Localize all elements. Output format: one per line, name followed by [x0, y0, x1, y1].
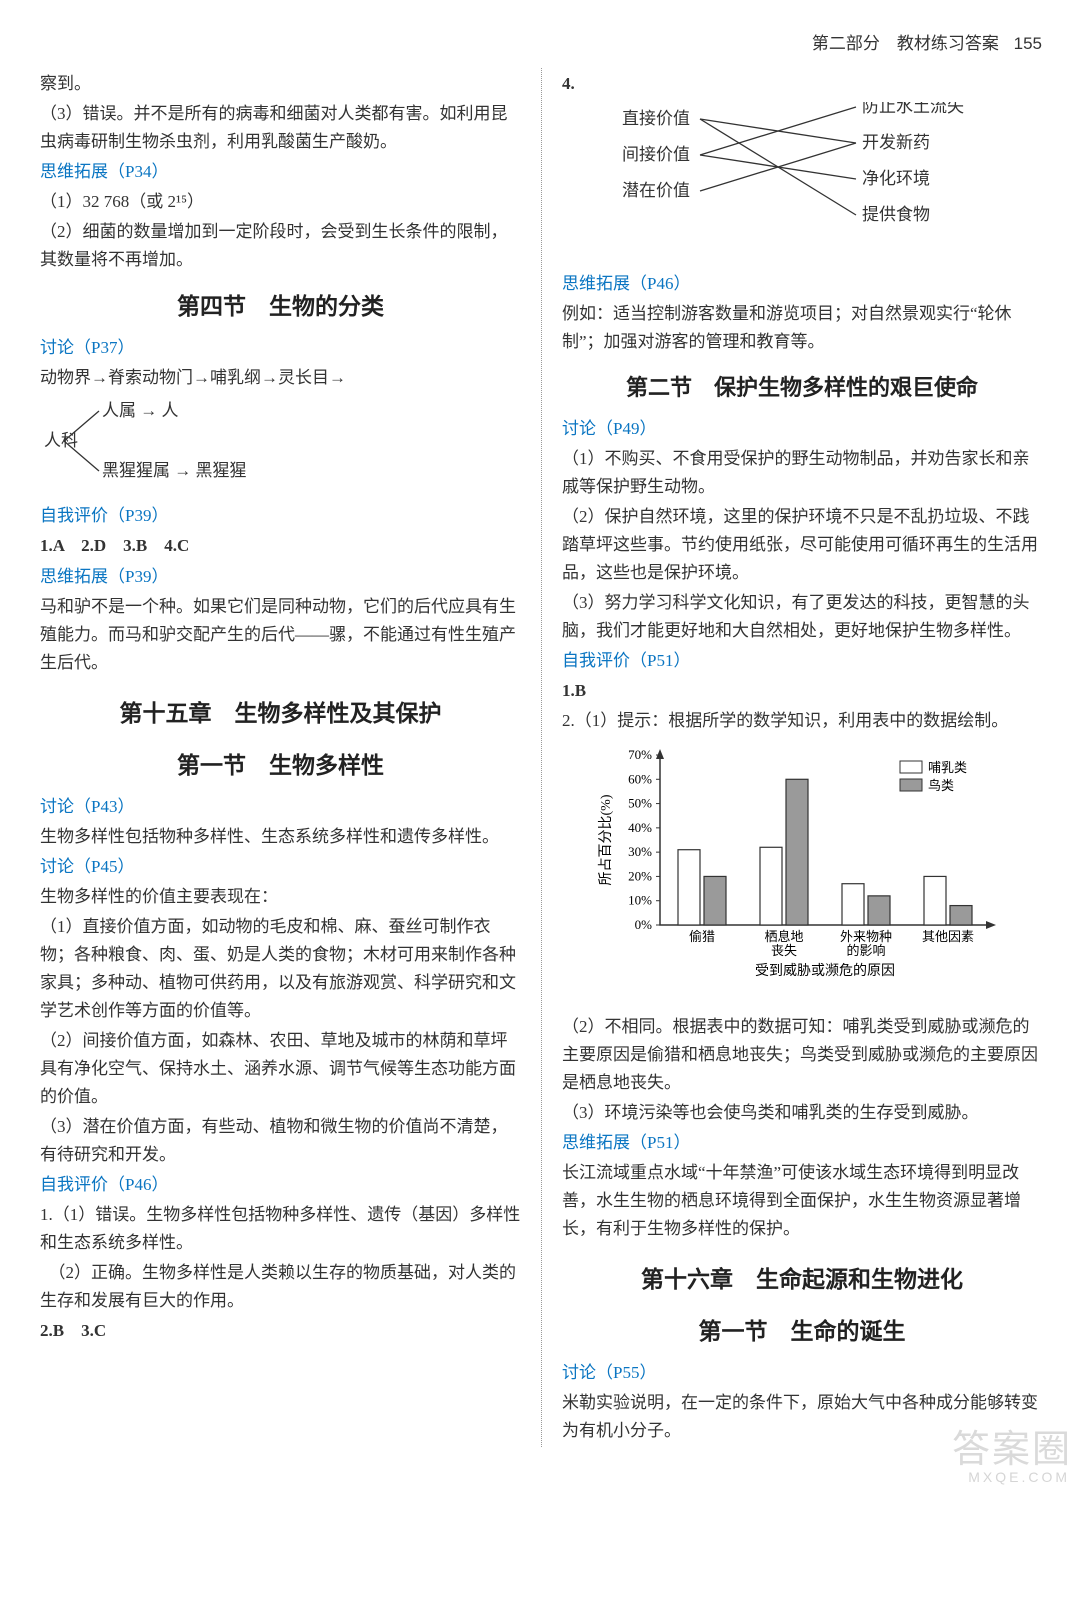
text: 2.（1）提示：根据所学的数学知识，利用表中的数据绘制。 — [562, 707, 1042, 735]
bar-chart: 0% 10% 20% 30% 40% 50% 60% 70% 偷猎 栖息地丧失 外来物种的影响 其他因… — [592, 745, 1012, 1005]
svg-text:直接价值: 直接价值 — [622, 109, 690, 128]
chart-svg: 0% 10% 20% 30% 40% 50% 60% 70% 偷猎 栖息地丧失 外来物种的影响 其他因… — [592, 745, 1012, 1005]
text: 动物界→脊索动物门→哺乳纲→灵长目→ — [40, 364, 521, 392]
section-title: 第二节 保护生物多样性的艰巨使命 — [562, 370, 1042, 406]
subhead: 讨论（P37） — [40, 334, 521, 362]
svg-text:偷猎: 偷猎 — [689, 929, 715, 944]
svg-text:外来物种: 外来物种 — [840, 929, 892, 944]
subhead: 思维拓展（P46） — [562, 270, 1042, 298]
text: （2）正确。生物多样性是人类赖以生存的物质基础，对人类的生存和发展有巨大的作用。 — [40, 1259, 521, 1315]
svg-text:所占百分比(%): 所占百分比(%) — [598, 794, 614, 885]
svg-text:60%: 60% — [628, 771, 652, 786]
match-svg: 直接价值间接价值潜在价值 防止水土流失开发新药净化环境提供食物 — [562, 102, 1042, 262]
text: （3）错误。并不是所有的病毒和细菌对人类都有害。如利用昆虫病毒研制生物杀虫剂，利… — [40, 100, 521, 156]
chapter-title: 第十六章 生命起源和生物进化 — [562, 1261, 1042, 1299]
svg-text:丧失: 丧失 — [771, 943, 797, 958]
svg-text:30%: 30% — [628, 844, 652, 859]
section-title: 第一节 生命的诞生 — [562, 1313, 1042, 1351]
subhead: 思维拓展（P34） — [40, 158, 521, 186]
text: （2）间接价值方面，如森林、农田、草地及城市的林荫和草坪具有净化空气、保持水土、… — [40, 1027, 521, 1111]
svg-text:鸟类: 鸟类 — [928, 778, 954, 793]
page-header: 第二部分 教材练习答案 155 — [40, 30, 1042, 58]
tax-node: 人科 — [44, 431, 78, 450]
two-column-layout: 察到。 （3）错误。并不是所有的病毒和细菌对人类都有害。如利用昆虫病毒研制生物杀… — [40, 68, 1042, 1447]
text: 马和驴不是一个种。如果它们是同种动物，它们的后代应具有生殖能力。而马和驴交配产生… — [40, 593, 521, 677]
match-diagram: 直接价值间接价值潜在价值 防止水土流失开发新药净化环境提供食物 — [562, 102, 1042, 262]
text: （2）不相同。根据表中的数据可知：哺乳类受到威胁或濒危的主要原因是偷猎和栖息地丧… — [562, 1013, 1042, 1097]
answers: 2.B 3.C — [40, 1321, 106, 1340]
text: 米勒实验说明，在一定的条件下，原始大气中各种成分能够转变为有机小分子。 — [562, 1389, 1042, 1445]
chapter-title: 第十五章 生物多样性及其保护 — [40, 695, 521, 733]
svg-text:净化环境: 净化环境 — [862, 169, 930, 188]
svg-text:10%: 10% — [628, 893, 652, 908]
header-page-number: 155 — [1014, 34, 1042, 53]
text: 1.（1）错误。生物多样性包括物种多样性、遗传（基因）多样性和生态系统多样性。 — [40, 1201, 521, 1257]
taxonomy-svg: 人属 → 人 人科 黑猩猩属 → 黑猩猩 — [44, 396, 304, 486]
svg-text:哺乳类: 哺乳类 — [928, 760, 967, 775]
text: （2）保护自然环境，这里的保护环境不只是不乱扔垃圾、不践踏草坪这些事。节约使用纸… — [562, 503, 1042, 587]
tax-node: 黑猩猩属 → 黑猩猩 — [102, 461, 247, 480]
svg-text:开发新药: 开发新药 — [862, 133, 930, 152]
subhead: 自我评价（P46） — [40, 1171, 521, 1199]
svg-text:50%: 50% — [628, 796, 652, 811]
svg-text:70%: 70% — [628, 747, 652, 762]
tax-node: 人属 → 人 — [102, 401, 179, 420]
text: 长江流域重点水域“十年禁渔”可使该水域生态环境得到明显改善，水生生物的栖息环境得… — [562, 1159, 1042, 1243]
svg-text:提供食物: 提供食物 — [862, 205, 930, 224]
svg-text:栖息地: 栖息地 — [764, 929, 803, 944]
svg-text:0%: 0% — [635, 917, 653, 932]
text: 生物多样性包括物种多样性、生态系统多样性和遗传多样性。 — [40, 823, 521, 851]
answers: 1.B — [562, 681, 586, 700]
subhead: 讨论（P49） — [562, 415, 1042, 443]
text: 例如：适当控制游客数量和游览项目；对自然景观实行“轮休制”；加强对游客的管理和教… — [562, 300, 1042, 356]
svg-text:潜在价值: 潜在价值 — [622, 181, 690, 200]
text: 察到。 — [40, 70, 521, 98]
svg-text:40%: 40% — [628, 820, 652, 835]
text: （1）不购买、不食用受保护的野生动物制品，并劝告家长和亲戚等保护野生动物。 — [562, 445, 1042, 501]
taxonomy-tree: 人属 → 人 人科 黑猩猩属 → 黑猩猩 — [44, 396, 521, 498]
left-column: 察到。 （3）错误。并不是所有的病毒和细菌对人类都有害。如利用昆虫病毒研制生物杀… — [40, 68, 541, 1447]
svg-text:防止水土流失: 防止水土流失 — [862, 102, 964, 116]
svg-text:20%: 20% — [628, 868, 652, 883]
text: （3）努力学习科学文化知识，有了更发达的科技，更智慧的头脑，我们才能更好地和大自… — [562, 589, 1042, 645]
svg-text:间接价值: 间接价值 — [622, 145, 690, 164]
section-title: 第四节 生物的分类 — [40, 288, 521, 326]
svg-text:其他因素: 其他因素 — [922, 929, 974, 944]
text: （2）细菌的数量增加到一定阶段时，会受到生长条件的限制，其数量将不再增加。 — [40, 218, 521, 274]
subhead: 讨论（P43） — [40, 793, 521, 821]
watermark-sub: MXQE.COM — [968, 1466, 1070, 1489]
text: （1）32 768（或 2¹⁵） — [40, 188, 521, 216]
right-column: 4. 直接价值间接价值潜在价值 防止水土流失开发新药净化环境提供食物 思维拓展（P… — [541, 68, 1042, 1447]
subhead: 思维拓展（P51） — [562, 1129, 1042, 1157]
text: 生物多样性的价值主要表现在： — [40, 883, 521, 911]
subhead: 讨论（P55） — [562, 1359, 1042, 1387]
text: （3）潜在价值方面，有些动、植物和微生物的价值尚不清楚，有待研究和开发。 — [40, 1113, 521, 1169]
text: （3）环境污染等也会使鸟类和哺乳类的生存受到威胁。 — [562, 1099, 1042, 1127]
subhead: 自我评价（P51） — [562, 647, 1042, 675]
answers: 1.A 2.D 3.B 4.C — [40, 536, 189, 555]
svg-text:的影响: 的影响 — [846, 943, 885, 958]
text: （1）直接价值方面，如动物的毛皮和棉、麻、蚕丝可制作衣物；各种粮食、肉、蛋、奶是… — [40, 913, 521, 1025]
subhead: 讨论（P45） — [40, 853, 521, 881]
subhead: 自我评价（P39） — [40, 502, 521, 530]
header-part: 第二部分 教材练习答案 — [812, 34, 999, 53]
section-title: 第一节 生物多样性 — [40, 747, 521, 785]
q-number: 4. — [562, 74, 575, 93]
svg-text:受到威胁或濒危的原因: 受到威胁或濒危的原因 — [755, 963, 895, 979]
subhead: 思维拓展（P39） — [40, 563, 521, 591]
